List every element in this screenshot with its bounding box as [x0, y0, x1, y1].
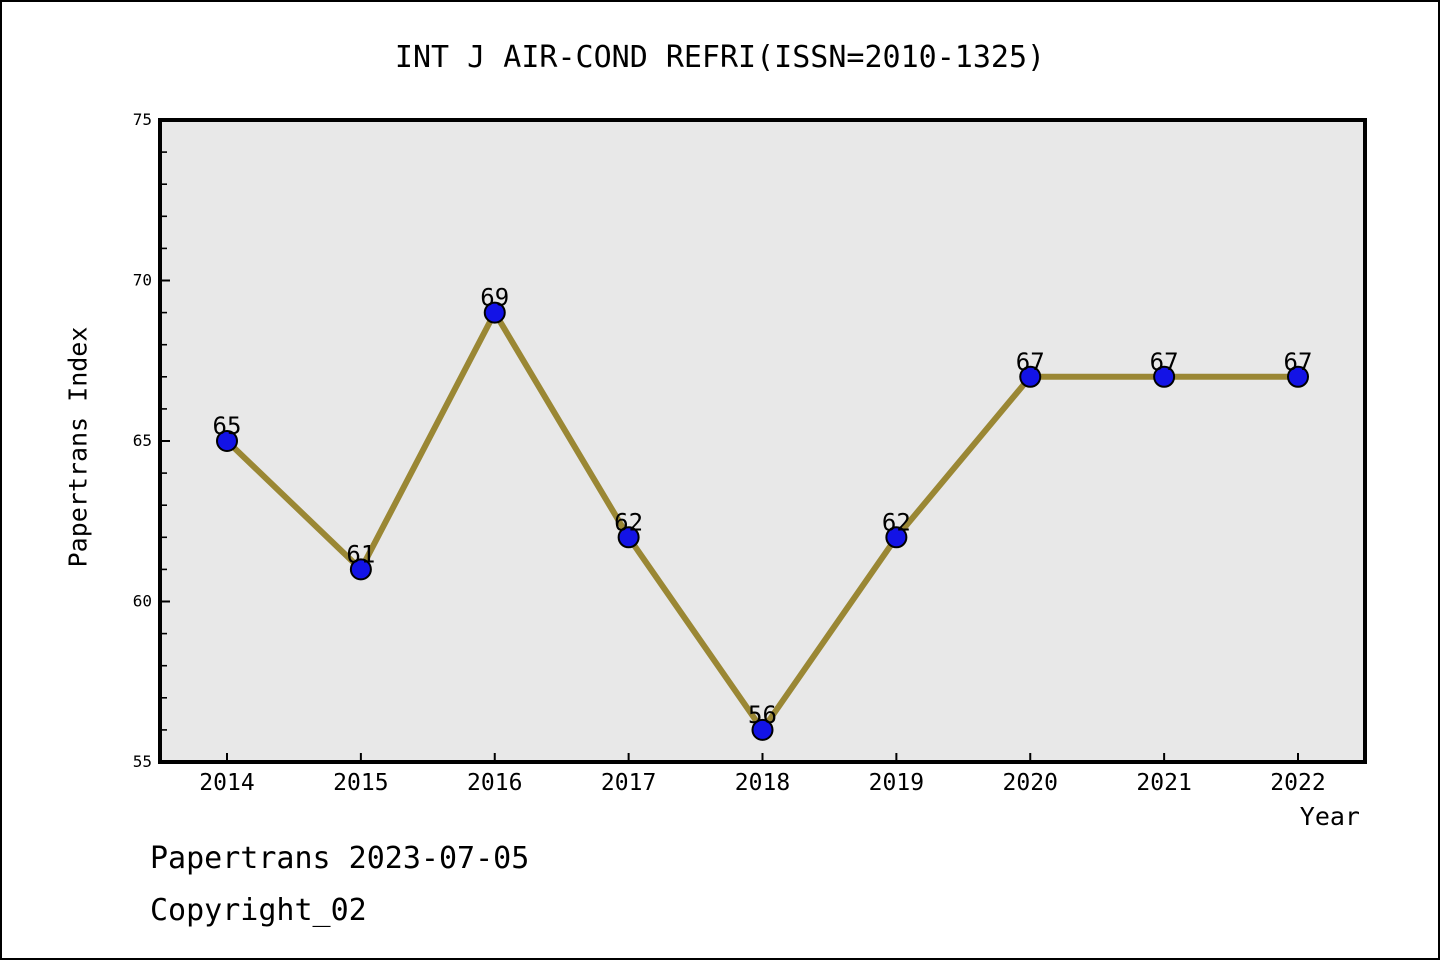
data-point-label: 67 [1016, 348, 1045, 376]
chart-title: INT J AIR-COND REFRI(ISSN=2010-1325) [394, 40, 1046, 75]
footer-source-date: Papertrans 2023-07-05 [150, 841, 530, 876]
x-tick-label: 2022 [1270, 770, 1325, 796]
y-tick-label: 65 [133, 431, 152, 450]
data-point-label: 65 [213, 412, 242, 440]
x-tick-label: 2021 [1136, 770, 1191, 796]
y-tick-label: 75 [133, 110, 152, 129]
plot-border [158, 118, 1367, 764]
x-tick-label: 2015 [333, 770, 388, 796]
data-point [483, 301, 506, 324]
footer-copyright: Copyright_02 [150, 893, 367, 928]
y-tick-label: 55 [133, 752, 152, 771]
data-point [617, 526, 640, 549]
x-tick-label: 2016 [467, 770, 522, 796]
x-tick-label: 2018 [735, 770, 790, 796]
data-point-label: 56 [748, 701, 777, 729]
x-axis-label: Year [1299, 802, 1360, 831]
x-tick-label: 2014 [199, 770, 254, 796]
data-point [349, 558, 372, 581]
data-point [1287, 365, 1309, 388]
data-point-label: 62 [882, 508, 911, 536]
plot-area: 55 60 65 70 75 2014 2015 2016 2017 2018 2019 2020 20… [133, 110, 1367, 796]
data-point [751, 718, 774, 741]
data-point-label: 61 [346, 540, 375, 568]
plot-background [160, 120, 1365, 762]
data-point-label: 62 [614, 508, 643, 536]
data-point [885, 526, 908, 549]
y-tick-label: 60 [133, 592, 152, 611]
data-point [1019, 365, 1042, 388]
y-tick-label: 70 [133, 271, 152, 290]
data-point-label: 67 [1284, 348, 1313, 376]
data-point [1153, 365, 1176, 388]
x-tick-label: 2017 [601, 770, 656, 796]
data-point [216, 430, 238, 452]
data-point-label: 67 [1150, 348, 1179, 376]
x-tick-label: 2020 [1003, 770, 1058, 796]
data-point-label: 69 [480, 284, 509, 312]
x-tick-label: 2019 [869, 770, 924, 796]
